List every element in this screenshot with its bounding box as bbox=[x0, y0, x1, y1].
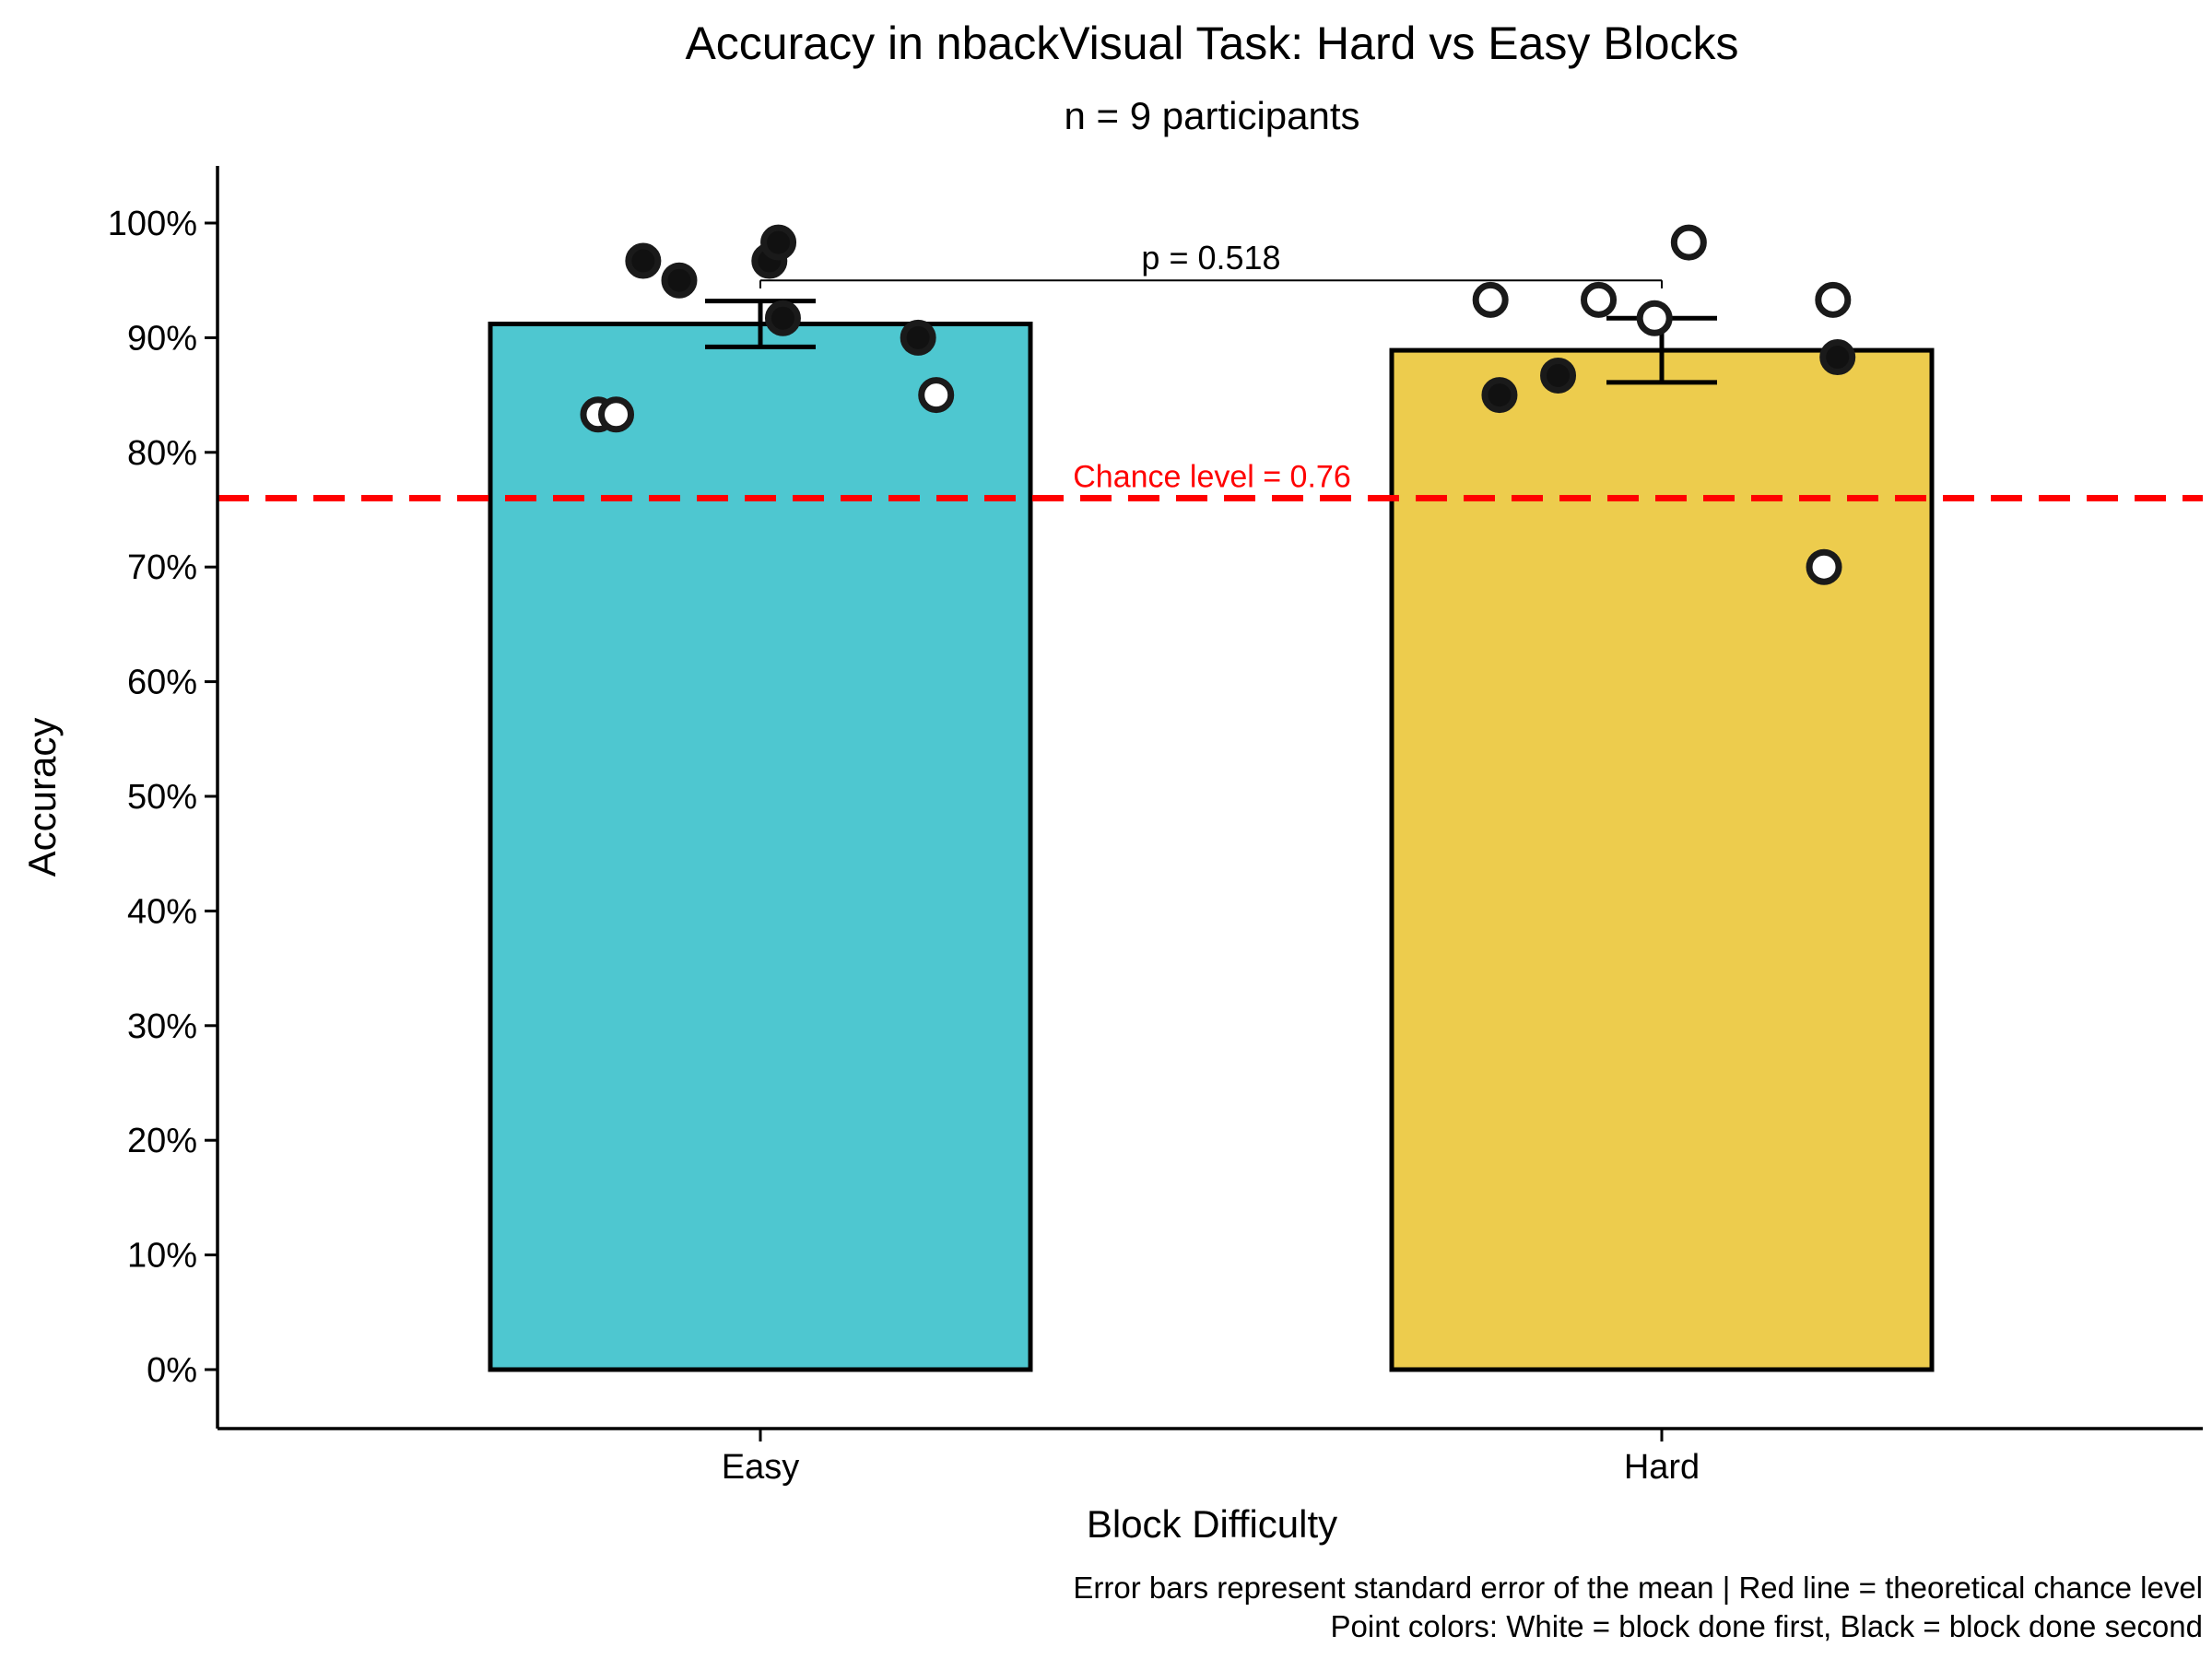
data-point bbox=[1540, 357, 1577, 394]
data-point bbox=[1581, 281, 1618, 318]
plot-area: Chance level = 0.76 p = 0.518 bbox=[218, 224, 2203, 1372]
data-point bbox=[1670, 224, 1707, 261]
y-tick-label: 90% bbox=[127, 319, 197, 358]
y-tick-label: 0% bbox=[147, 1351, 197, 1390]
data-point bbox=[760, 224, 797, 261]
chance-level-label: Chance level = 0.76 bbox=[1073, 460, 1350, 495]
data-point bbox=[625, 242, 662, 279]
y-tick-label: 30% bbox=[127, 1007, 197, 1046]
y-tick-label: 80% bbox=[127, 434, 197, 473]
y-tick-label: 20% bbox=[127, 1122, 197, 1160]
data-point bbox=[598, 396, 635, 433]
error-bar bbox=[705, 299, 816, 349]
x-tick-label: Hard bbox=[1624, 1448, 1700, 1487]
data-point bbox=[1815, 281, 1852, 318]
data-point bbox=[1472, 281, 1509, 318]
x-tick-label: Easy bbox=[722, 1448, 799, 1487]
x-ticks: Easy Hard bbox=[722, 1429, 1700, 1487]
y-tick-label: 60% bbox=[127, 664, 197, 702]
data-point bbox=[661, 262, 698, 299]
significance-bracket: p = 0.518 bbox=[759, 239, 1663, 288]
y-tick-label: 70% bbox=[127, 548, 197, 587]
caption-line-2: Point colors: White = block done first, … bbox=[1331, 1609, 2204, 1643]
significance-label: p = 0.518 bbox=[1141, 239, 1280, 276]
chart-subtitle: n = 9 participants bbox=[1064, 94, 1359, 137]
data-point bbox=[1481, 377, 1518, 414]
y-tick-label: 50% bbox=[127, 778, 197, 817]
data-point bbox=[900, 319, 936, 356]
y-tick-label: 100% bbox=[108, 205, 197, 243]
y-axis-label: Accuracy bbox=[20, 718, 64, 877]
data-point bbox=[1806, 548, 1842, 585]
x-axis-label: Block Difficulty bbox=[1087, 1502, 1337, 1546]
data-point bbox=[764, 300, 801, 336]
data-point bbox=[1636, 300, 1673, 336]
data-point bbox=[1819, 339, 1856, 376]
caption-line-1: Error bars represent standard error of t… bbox=[1073, 1571, 2203, 1605]
bar-easy bbox=[488, 321, 1033, 1372]
y-ticks: 0% 10% 20% 30% 40% 50% 60% 70% 80% 90% 100% bbox=[108, 205, 218, 1390]
chart-title: Accuracy in nbackVisual Task: Hard vs Ea… bbox=[685, 18, 1738, 69]
y-tick-label: 40% bbox=[127, 892, 197, 931]
y-tick-label: 10% bbox=[127, 1237, 197, 1276]
bar-hard bbox=[1389, 347, 1935, 1372]
data-point bbox=[918, 377, 955, 414]
